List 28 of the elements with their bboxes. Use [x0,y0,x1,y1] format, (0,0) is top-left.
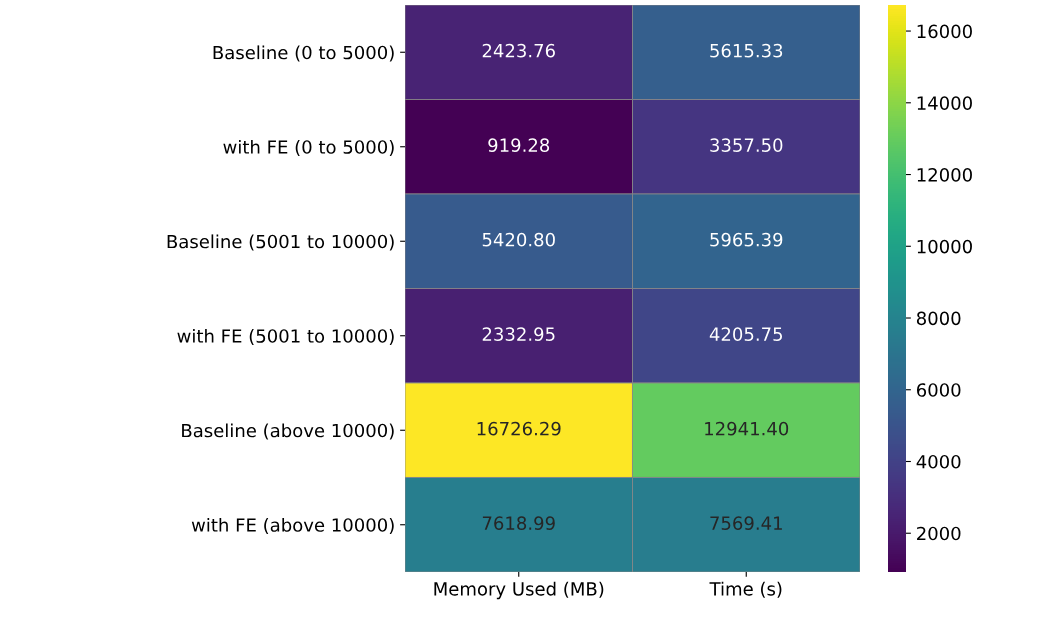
y-tick-label: Baseline (5001 to 10000) [167,234,394,251]
data-label: 7569.41 [710,516,782,530]
y-tick-label: with FE (0 to 5000) [223,139,394,156]
data-label: 2423.76 [482,43,555,58]
x-tick-label: Memory Used (MB) [434,581,604,600]
color-bar-label: 8000 [916,311,961,326]
data-label: 5615.33 [710,43,783,58]
data-label: 4205.75 [709,327,782,341]
color-bar-label: 2000 [917,526,961,541]
color-bar-label: 14000 [917,96,972,110]
color-bar-label: 6000 [916,383,961,397]
color-bar-label: 12000 [917,167,972,182]
y-tick-label: with FE (5001 to 10000) [177,328,394,345]
data-label: 5965.39 [710,232,783,247]
x-tick-label: Time (s) [709,581,782,598]
data-label: 919.28 [488,138,550,152]
color-bar-label: 16000 [917,24,972,39]
color-bar-label: 10000 [917,239,972,254]
data-label: 7618.99 [482,516,555,530]
y-tick-label: Baseline (0 to 5000) [213,45,394,62]
data-label: 2332.95 [482,327,555,341]
y-tick-label: with FE (above 10000) [191,517,394,534]
data-label: 5420.80 [482,232,555,247]
y-tick-label: Baseline (above 10000) [182,423,394,440]
data-label: 12941.40 [705,421,789,436]
color-bar-label: 4000 [916,454,961,469]
data-label: 16726.29 [477,421,561,436]
data-label: 3357.50 [710,138,783,152]
